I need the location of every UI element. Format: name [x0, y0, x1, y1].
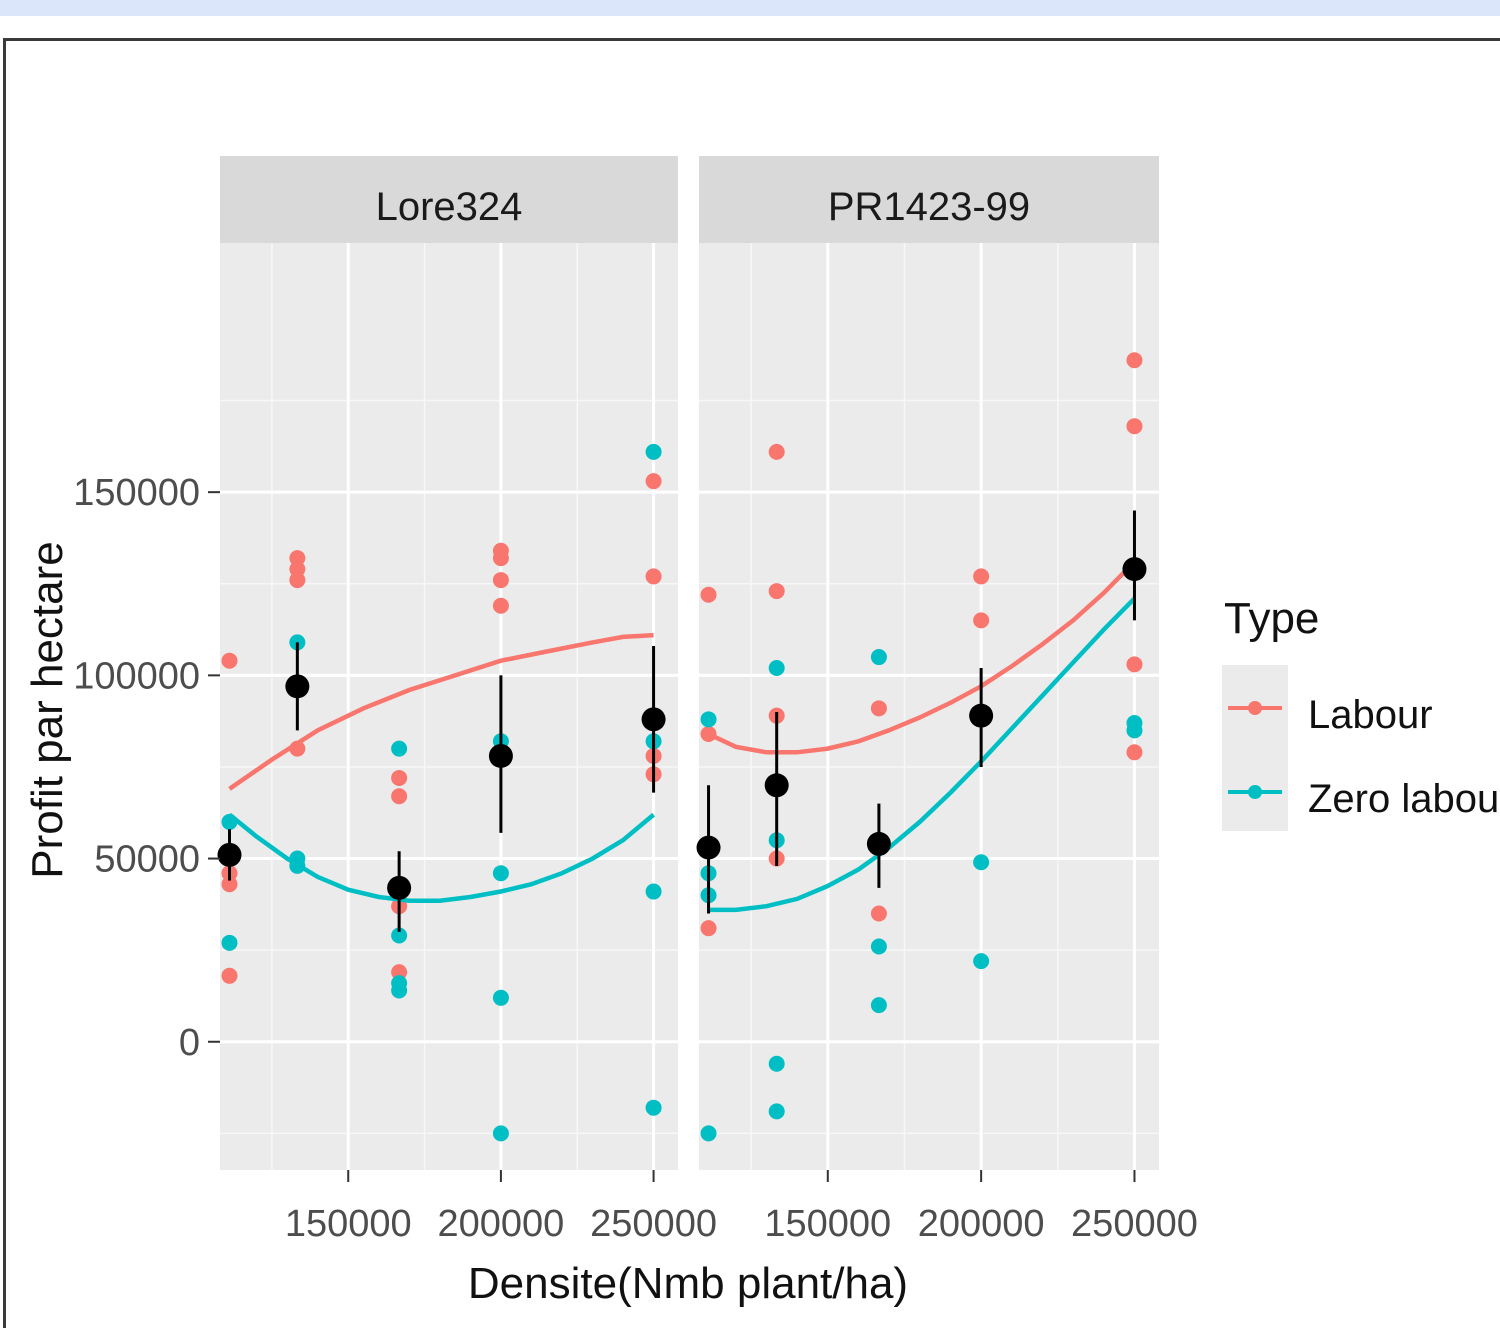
- data-point-zero-labour: [973, 953, 990, 970]
- data-point-zero-labour: [870, 649, 887, 666]
- data-point-zero-labour: [645, 1099, 662, 1116]
- data-point-zero-labour: [391, 982, 408, 999]
- smooth-line-zero-labour: [228, 812, 656, 903]
- data-point-zero-labour: [492, 1125, 509, 1142]
- y-tick-label: 0: [179, 1022, 200, 1064]
- facet-strip-label: Lore324: [376, 185, 523, 229]
- data-point-zero-labour: [973, 854, 990, 871]
- data-point-labour: [1126, 744, 1143, 761]
- data-point-zero-labour: [391, 927, 408, 944]
- data-point-zero-labour: [700, 711, 717, 728]
- data-point-zero-labour: [221, 934, 238, 951]
- x-tick-label: 200000: [918, 1203, 1045, 1245]
- data-point-labour: [221, 967, 238, 984]
- legend-key-background: [1222, 665, 1288, 831]
- legend-dot-zero-labour: [1248, 785, 1262, 799]
- data-point-labour: [700, 920, 717, 937]
- y-tick-label: 150000: [73, 472, 200, 514]
- data-point-labour: [1126, 418, 1143, 435]
- facet-strip: [699, 156, 1159, 243]
- top-strip: [0, 0, 1500, 16]
- mean-point: [866, 831, 891, 856]
- mean-point: [488, 743, 513, 768]
- legend-label-zero-labour: Zero labour: [1308, 777, 1500, 821]
- data-point-labour: [973, 568, 990, 585]
- facet-strip: [220, 156, 678, 243]
- data-point-zero-labour: [492, 865, 509, 882]
- facet-panels: Lore324 PR1423-99: [217, 156, 1159, 1170]
- data-point-zero-labour: [700, 1125, 717, 1142]
- mean-point: [217, 842, 242, 867]
- x-axis: 150000 200000 250000 150000 200000 250000: [285, 1170, 1198, 1245]
- mean-point: [1122, 557, 1147, 582]
- data-point-labour: [492, 597, 509, 614]
- panel-background: [220, 243, 678, 1170]
- data-point-labour: [768, 443, 785, 460]
- smooth-line-labour: [228, 632, 654, 791]
- mean-point: [696, 835, 721, 860]
- data-point-zero-labour: [768, 1103, 785, 1120]
- data-point-labour: [645, 473, 662, 490]
- data-point-zero-labour: [768, 1055, 785, 1072]
- data-point-zero-labour: [870, 938, 887, 955]
- y-axis: 0 50000 100000 150000: [73, 472, 220, 1064]
- panel-lore324: Lore324: [217, 156, 678, 1170]
- data-point-labour: [1126, 656, 1143, 673]
- data-point-labour: [391, 769, 408, 786]
- data-point-labour: [492, 572, 509, 589]
- facet-strip-label: PR1423-99: [828, 185, 1030, 229]
- data-point-labour: [289, 572, 306, 589]
- data-point-labour: [973, 612, 990, 629]
- mean-point: [764, 773, 789, 798]
- x-tick-label: 150000: [285, 1203, 412, 1245]
- data-point-labour: [645, 568, 662, 585]
- data-point-labour: [391, 788, 408, 805]
- panel-pr1423-99: PR1423-99: [696, 156, 1159, 1170]
- mean-markers: [217, 642, 666, 932]
- data-point-labour: [870, 905, 887, 922]
- data-point-zero-labour: [1126, 722, 1143, 739]
- data-point-labour: [221, 876, 238, 893]
- y-tick-label: 100000: [73, 655, 200, 697]
- data-point-labour: [391, 964, 408, 981]
- x-axis-title: Densite(Nmb plant/ha): [468, 1259, 908, 1308]
- mean-point: [969, 703, 994, 728]
- x-tick-label: 250000: [1071, 1203, 1198, 1245]
- mean-point: [285, 674, 310, 699]
- data-point-labour: [870, 700, 887, 717]
- legend: Type Labour Zero labour: [1222, 594, 1500, 831]
- mean-point: [387, 875, 412, 900]
- smooth-line-zero-labour: [708, 596, 1137, 913]
- y-axis-title: Profit par hectare: [23, 541, 72, 879]
- x-tick-label: 250000: [590, 1203, 717, 1245]
- data-point-labour: [1126, 352, 1143, 369]
- data-point-zero-labour: [492, 989, 509, 1006]
- data-point-labour: [700, 586, 717, 603]
- x-tick-label: 200000: [438, 1203, 565, 1245]
- data-point-zero-labour: [870, 997, 887, 1014]
- data-point-labour: [289, 561, 306, 578]
- series-labour: [700, 352, 1143, 937]
- data-point-zero-labour: [645, 443, 662, 460]
- data-point-labour: [221, 652, 238, 669]
- data-point-labour: [768, 583, 785, 600]
- data-point-zero-labour: [768, 660, 785, 677]
- legend-dot-labour: [1248, 701, 1262, 715]
- series-zero-labour: [700, 649, 1143, 1142]
- mean-point: [641, 707, 666, 732]
- data-point-zero-labour: [391, 740, 408, 757]
- legend-label-labour: Labour: [1308, 693, 1433, 737]
- mean-markers: [696, 510, 1147, 914]
- panel-background: [699, 243, 1159, 1170]
- gridlines: [220, 243, 678, 1170]
- data-point-zero-labour: [645, 883, 662, 900]
- x-tick-label: 150000: [764, 1203, 891, 1245]
- legend-title: Type: [1224, 594, 1319, 643]
- y-tick-label: 50000: [94, 839, 200, 881]
- data-point-labour: [289, 550, 306, 567]
- frame-border: [3, 38, 1500, 1328]
- data-point-labour: [492, 550, 509, 567]
